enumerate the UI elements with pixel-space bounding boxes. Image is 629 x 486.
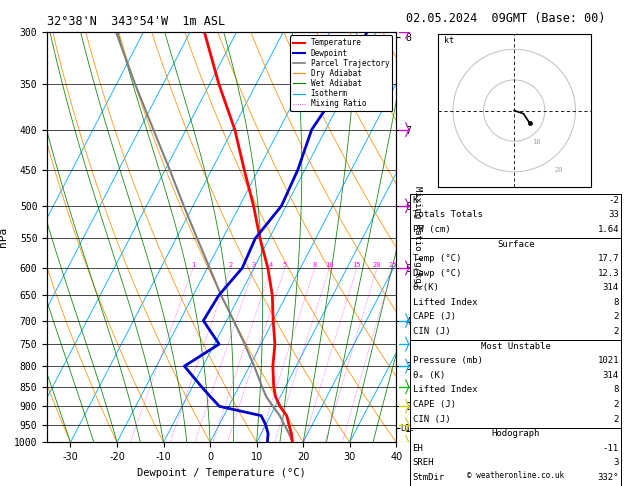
Text: LCL: LCL [400,424,414,433]
Text: PW (cm): PW (cm) [413,225,450,234]
Text: StmDir: StmDir [413,473,445,482]
Text: EH: EH [413,444,423,453]
Text: 1021: 1021 [598,356,619,365]
Text: Most Unstable: Most Unstable [481,342,551,351]
Text: Lifted Index: Lifted Index [413,385,477,395]
Text: 332°: 332° [598,473,619,482]
Text: 8: 8 [313,262,317,268]
Text: Surface: Surface [497,240,535,249]
Text: Temp (°C): Temp (°C) [413,254,461,263]
Y-axis label: hPa: hPa [0,227,8,247]
Text: 15: 15 [353,262,361,268]
Text: 8: 8 [613,298,619,307]
Text: 2: 2 [613,312,619,322]
Text: CAPE (J): CAPE (J) [413,400,455,409]
Text: Totals Totals: Totals Totals [413,210,482,220]
Text: 1: 1 [191,262,195,268]
Legend: Temperature, Dewpoint, Parcel Trajectory, Dry Adiabat, Wet Adiabat, Isotherm, Mi: Temperature, Dewpoint, Parcel Trajectory… [290,35,392,111]
Text: 8: 8 [613,385,619,395]
Text: 3: 3 [252,262,256,268]
Text: CAPE (J): CAPE (J) [413,312,455,322]
Text: 02.05.2024  09GMT (Base: 00): 02.05.2024 09GMT (Base: 00) [406,12,605,25]
Text: 20: 20 [373,262,381,268]
Text: -2: -2 [608,196,619,205]
Text: 4: 4 [269,262,274,268]
Text: SREH: SREH [413,458,434,468]
Text: 33: 33 [608,210,619,220]
Text: -11: -11 [603,444,619,453]
Text: 32°38'N  343°54'W  1m ASL: 32°38'N 343°54'W 1m ASL [47,15,225,28]
Text: 2: 2 [613,400,619,409]
Text: 3: 3 [613,458,619,468]
Text: θₑ (K): θₑ (K) [413,371,445,380]
Text: CIN (J): CIN (J) [413,327,450,336]
Text: Pressure (mb): Pressure (mb) [413,356,482,365]
Text: θₑ(K): θₑ(K) [413,283,440,293]
Text: 10: 10 [325,262,333,268]
Text: 5: 5 [283,262,287,268]
Text: 2: 2 [229,262,233,268]
Text: CIN (J): CIN (J) [413,415,450,424]
Text: 1.64: 1.64 [598,225,619,234]
Text: 314: 314 [603,283,619,293]
Text: Lifted Index: Lifted Index [413,298,477,307]
Y-axis label: Mixing Ratio (g/kg): Mixing Ratio (g/kg) [413,186,422,288]
Text: Hodograph: Hodograph [492,429,540,438]
Text: 17.7: 17.7 [598,254,619,263]
X-axis label: Dewpoint / Temperature (°C): Dewpoint / Temperature (°C) [137,468,306,478]
Text: 2: 2 [613,415,619,424]
Text: 25: 25 [389,262,397,268]
Text: © weatheronline.co.uk: © weatheronline.co.uk [467,471,564,480]
Text: 12.3: 12.3 [598,269,619,278]
Text: Dewp (°C): Dewp (°C) [413,269,461,278]
Text: kt: kt [444,36,454,45]
Text: 20: 20 [554,167,562,173]
Text: 10: 10 [533,139,541,145]
Text: K: K [413,196,418,205]
Text: 2: 2 [613,327,619,336]
Text: 314: 314 [603,371,619,380]
